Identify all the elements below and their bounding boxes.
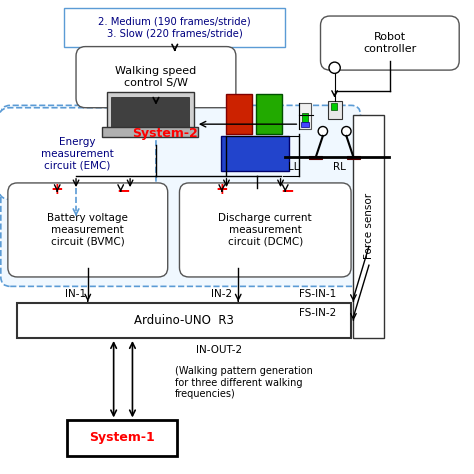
Bar	[309, 155, 322, 159]
Bar	[347, 155, 360, 159]
Bar	[302, 113, 308, 122]
Bar	[111, 97, 189, 127]
Bar	[102, 127, 198, 137]
FancyBboxPatch shape	[1, 105, 360, 286]
Text: 2. Medium (190 frames/stride)
3. Slow (220 frames/stride): 2. Medium (190 frames/stride) 3. Slow (2…	[99, 17, 251, 38]
Text: FS-IN-1: FS-IN-1	[300, 289, 337, 299]
Circle shape	[342, 127, 351, 136]
Bar	[67, 420, 177, 456]
Text: −: −	[281, 181, 294, 199]
Text: Discharge current
measurement
circuit (DCMC): Discharge current measurement circuit (D…	[219, 213, 312, 246]
Text: +: +	[51, 182, 64, 198]
Text: FS-IN-2: FS-IN-2	[300, 308, 337, 318]
Text: (Walking pattern generation
for three different walking
frequencies): (Walking pattern generation for three di…	[175, 366, 313, 400]
Circle shape	[329, 62, 340, 73]
Circle shape	[318, 127, 328, 136]
FancyBboxPatch shape	[8, 183, 168, 277]
FancyBboxPatch shape	[180, 183, 351, 277]
Bar	[328, 100, 342, 119]
Text: Walking speed
control S/W: Walking speed control S/W	[115, 66, 197, 88]
Text: Arduino-UNO  R3: Arduino-UNO R3	[134, 314, 234, 327]
Bar	[331, 103, 337, 110]
Text: Battery voltage
measurement
circuit (BVMC): Battery voltage measurement circuit (BVM…	[47, 213, 128, 246]
Bar	[301, 122, 309, 127]
Text: +: +	[215, 182, 228, 198]
Bar	[256, 93, 282, 134]
FancyBboxPatch shape	[320, 16, 459, 70]
Text: System-2: System-2	[133, 127, 198, 140]
Text: IN-1: IN-1	[65, 289, 87, 299]
Text: IN-2: IN-2	[211, 289, 232, 299]
Text: LL: LL	[288, 163, 300, 173]
FancyBboxPatch shape	[0, 108, 156, 200]
Text: Robot
controller: Robot controller	[363, 32, 417, 54]
Text: IN-OUT-2: IN-OUT-2	[196, 346, 242, 356]
Text: −: −	[116, 181, 130, 199]
Text: RL: RL	[333, 163, 346, 173]
Text: Force sensor: Force sensor	[364, 193, 374, 259]
FancyBboxPatch shape	[76, 46, 236, 108]
Text: System-1: System-1	[89, 431, 155, 445]
Bar	[221, 136, 289, 171]
Bar	[64, 8, 285, 46]
Bar	[107, 92, 193, 131]
Bar	[17, 303, 351, 338]
Bar	[227, 93, 252, 134]
Bar	[354, 115, 384, 338]
Text: Energy
measurement
circuit (EMC): Energy measurement circuit (EMC)	[41, 137, 114, 170]
Bar	[300, 103, 311, 129]
